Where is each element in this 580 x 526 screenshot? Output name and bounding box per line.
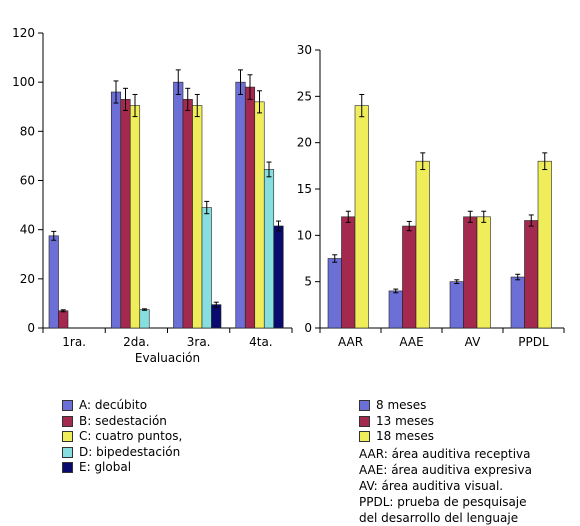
chart1-x-tick-label: 1ra. — [62, 335, 86, 349]
legend-left: A: decúbito B: sedestación C: cuatro punto… — [62, 398, 182, 476]
chart2-bar — [510, 276, 525, 329]
chart2-bar — [388, 290, 403, 329]
chart1-y-tick-label: 0 — [27, 321, 35, 335]
chart1-x-tick-label: 4ta. — [249, 335, 273, 349]
chart1-bar — [129, 105, 141, 329]
chart2-legend-label: 18 meses — [376, 429, 435, 443]
chart2-legend-label: 13 meses — [376, 413, 435, 428]
chart2-bar — [327, 258, 342, 329]
chart1-bar — [110, 91, 122, 329]
legend-right: 8 meses 13 meses 18 meses — [359, 398, 434, 445]
chart2-bar — [537, 160, 552, 329]
chart2-bar — [341, 216, 356, 329]
chart1-bar — [182, 99, 193, 329]
chart1-bar — [254, 101, 265, 329]
chart2-legend-swatch — [359, 415, 370, 427]
chart2-y-tick-label: 25 — [297, 89, 312, 103]
chart1-bar — [211, 304, 222, 329]
chart1-legend-swatch — [62, 415, 73, 427]
chart1-bar — [273, 225, 284, 329]
chart2-legend-swatch — [359, 431, 370, 443]
chart2-bar — [476, 216, 491, 329]
abbrev-line-1: AAR: área auditiva receptiva — [359, 447, 531, 461]
chart1-legend-swatch — [62, 446, 73, 458]
chart1-legend-swatch — [62, 400, 73, 412]
chart1-legend-swatch — [62, 431, 73, 443]
chart1-x-axis-title: Evaluación — [135, 351, 200, 365]
chart2-x-tick-label: AAR — [338, 335, 363, 349]
chart1-bar — [173, 81, 184, 329]
chart1-legend-label: D: bipedestación — [79, 444, 181, 459]
chart1-y-tick-label: 80 — [20, 124, 35, 138]
chart1-legend-item: B: sedestación — [62, 414, 182, 430]
chart1-bar — [120, 99, 131, 329]
chart2-y-tick-label: 0 — [304, 321, 312, 335]
chart2-y-tick-label: 15 — [297, 182, 312, 196]
chart2-bar — [449, 281, 464, 329]
chart1-legend-label: E: global — [79, 460, 132, 474]
chart1-bar — [201, 207, 212, 329]
chart1-y-tick-label: 120 — [12, 26, 35, 40]
chart1-legend-swatch — [62, 462, 73, 474]
chart1-y-tick-label: 100 — [12, 75, 35, 89]
chart1-legend-label: A: decúbito — [79, 398, 148, 412]
chart1-bar — [263, 169, 275, 329]
chart2-x-tick-label: AAE — [399, 335, 423, 349]
chart2-bar — [354, 105, 369, 329]
chart1-bar — [192, 105, 203, 329]
chart1-legend-item: D: bipedestación — [62, 445, 182, 461]
chart1-legend-item: E: global — [62, 460, 182, 476]
chart1-y-tick-label: 60 — [20, 174, 35, 188]
chart1-legend-item: A: decúbito — [62, 398, 182, 414]
chart2-bar — [524, 220, 539, 329]
chart2-bar — [402, 225, 417, 329]
chart1-bar — [235, 81, 246, 329]
chart1-bar — [139, 309, 150, 329]
abbrev-line-3: AV: área auditiva visual. — [359, 479, 504, 493]
chart1-bar — [244, 86, 256, 329]
chart2-bar — [415, 160, 430, 329]
chart2-legend-item: 18 meses — [359, 429, 434, 445]
abbrev-line-5: del desarrollo del lenguaje — [359, 511, 519, 525]
chart2-legend-item: 8 meses — [359, 398, 434, 414]
chart2-legend-label: 8 meses — [376, 398, 427, 412]
chart1-legend-item: C: cuatro puntos, — [62, 429, 182, 445]
chart1-x-tick-label: 3ra. — [187, 335, 211, 349]
chart1-legend-label: B: sedestación — [79, 413, 167, 428]
chart2-y-tick-label: 30 — [297, 43, 312, 57]
abbreviations-note: AAR: área auditiva receptiva AAE: área a… — [359, 446, 532, 526]
chart2-x-tick-label: PPDL — [518, 335, 549, 349]
chart2-bar — [463, 216, 478, 329]
chart2-y-tick-label: 5 — [304, 275, 312, 289]
chart2-y-tick-label: 20 — [297, 136, 312, 150]
chart2-x-tick-label: AV — [465, 335, 481, 349]
chart1-legend-label: C: cuatro puntos, — [79, 429, 183, 443]
chart2-y-tick-label: 10 — [297, 228, 312, 242]
chart2-legend-item: 13 meses — [359, 414, 434, 430]
chart1-y-tick-label: 40 — [20, 223, 35, 237]
chart1-x-tick-label: 2da. — [123, 335, 149, 349]
chart1-bar — [58, 310, 69, 329]
chart2-legend-swatch — [359, 400, 370, 412]
chart1-bar — [48, 235, 59, 329]
abbrev-line-2: AAE: área auditiva expresiva — [359, 463, 532, 477]
abbrev-line-4: PPDL: prueba de pesquisaje — [359, 495, 527, 509]
chart1-y-tick-label: 20 — [20, 272, 35, 286]
